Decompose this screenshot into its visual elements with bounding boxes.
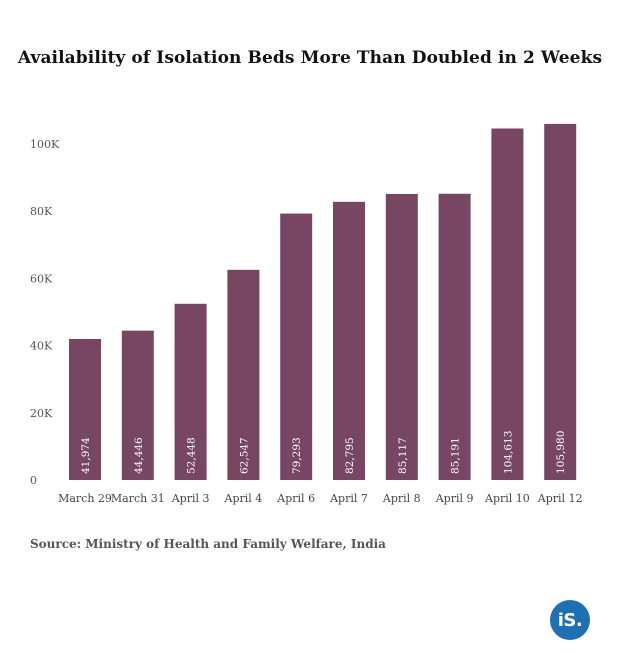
x-tick-label: April 7: [329, 492, 368, 505]
source-note: Source: Ministry of Health and Family We…: [30, 537, 386, 551]
bar-chart: 0 20K 40K 60K 80K 100K 41,974 44,446 52,448 62,5…: [30, 123, 583, 505]
bar: [491, 128, 524, 481]
bar: [227, 269, 260, 480]
bar-value-label: 41,974: [80, 437, 92, 474]
bar: [174, 303, 207, 480]
bar-value-label: 104,613: [502, 431, 514, 474]
bar: [121, 330, 154, 480]
y-tick-label: 80K: [30, 205, 53, 218]
bar-value-label: 85,191: [450, 437, 462, 474]
y-tick-label: 20K: [30, 407, 53, 420]
bar-value-label: 82,795: [344, 437, 356, 474]
bar-value-label: 44,446: [133, 437, 145, 474]
bar-value-label: 85,117: [397, 437, 409, 474]
indiaspend-logo: iS.: [550, 600, 590, 640]
x-tick-label: March 31: [111, 492, 165, 505]
x-tick-label: March 29: [58, 492, 112, 505]
x-tick-label: April 3: [171, 492, 210, 505]
bar: [544, 123, 577, 481]
x-tick-label: April 9: [435, 492, 474, 505]
y-axis: 0 20K 40K 60K 80K 100K: [30, 138, 60, 487]
bar: [280, 213, 313, 481]
x-tick-label: April 6: [276, 492, 315, 505]
bar: [333, 201, 365, 480]
logo-text: iS.: [557, 609, 583, 631]
chart-title: Availability of Isolation Beds More Than…: [17, 48, 603, 68]
bar-value-label: 62,547: [238, 437, 250, 474]
bar-value-label: 52,448: [186, 437, 198, 474]
bar: [69, 338, 101, 480]
bars: 41,974 44,446 52,448 62,547 79,293 82,795 85,1…: [69, 123, 577, 481]
y-tick-label: 60K: [30, 272, 53, 285]
x-tick-label: April 12: [537, 492, 583, 505]
bar-value-label: 105,980: [555, 431, 567, 474]
bar: [385, 194, 418, 480]
bar-value-label: 79,293: [291, 437, 303, 474]
y-tick-label: 0: [30, 474, 37, 487]
y-tick-label: 100K: [30, 138, 60, 151]
y-tick-label: 40K: [30, 340, 53, 353]
bar: [438, 193, 471, 480]
x-tick-label: April 4: [224, 492, 263, 505]
x-tick-label: April 8: [382, 492, 421, 505]
x-tick-label: April 10: [484, 492, 530, 505]
